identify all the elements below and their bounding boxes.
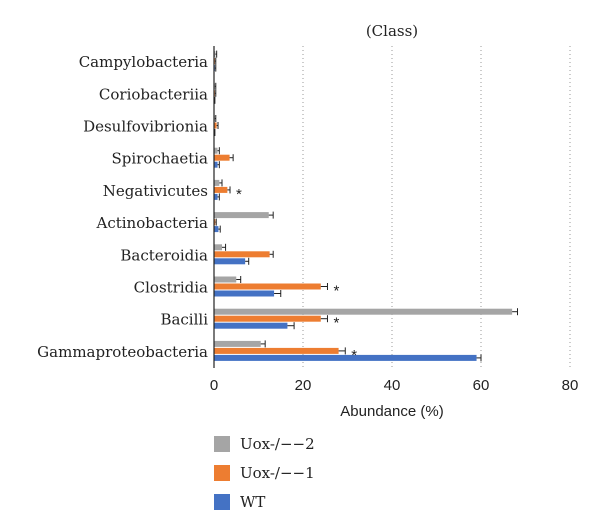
significance-marker: * (236, 186, 242, 203)
legend-label: Uox-/−−2 (240, 435, 315, 453)
x-tick-label: 20 (295, 377, 312, 394)
axes: 0 20 40 60 80 Campylobacteria Coriobacteriia De… (37, 46, 578, 394)
category-label: Desulfovibrionia (83, 118, 208, 136)
bar-uox-1-bacteroidia (214, 251, 270, 258)
bars: * * * * (214, 50, 518, 364)
bar-uox-2-gammaproteobacteria (214, 340, 261, 347)
bar-wt-gammaproteobacteria (214, 354, 477, 361)
gridlines (302, 46, 571, 368)
x-axis-title: Abundance (%) (340, 403, 443, 420)
bar-uox-2-campylobacteria (214, 51, 216, 58)
category-label: Spirochaetia (111, 150, 208, 168)
category-label: Actinobacteria (95, 214, 208, 232)
bar-wt-bacilli (214, 322, 288, 329)
bar-wt-actinobacteria (214, 226, 219, 233)
bar-wt-spirochaetia (214, 161, 218, 168)
category-label: Bacilli (160, 311, 208, 329)
bar-wt-bacteroidia (214, 258, 246, 265)
legend-swatch (214, 494, 230, 510)
bar-uox-2-actinobacteria (214, 212, 269, 219)
bar-uox-1-gammaproteobacteria (214, 347, 339, 354)
chart-title: (Class) (366, 22, 418, 40)
legend-swatch (214, 465, 230, 481)
bar-uox-2-bacteroidia (214, 244, 223, 251)
legend-label: WT (240, 493, 265, 511)
bar-uox-1-clostridia (214, 283, 321, 290)
bar-uox-2-spirochaetia (214, 147, 218, 154)
bar-uox-2-clostridia (214, 276, 237, 283)
bar-wt-clostridia (214, 290, 275, 297)
x-tick-label: 40 (384, 377, 401, 394)
legend-label: Uox-/−−1 (240, 464, 315, 482)
bar-uox-1-actinobacteria (214, 219, 216, 226)
bar-uox-1-negativicutes (214, 186, 228, 193)
x-tick-label: 0 (210, 377, 218, 394)
significance-marker: * (333, 315, 339, 332)
bar-uox-2-bacilli (214, 308, 513, 315)
legend: Uox-/−−2 Uox-/−−1 WT (214, 435, 315, 511)
category-label: Bacteroidia (120, 246, 208, 264)
bar-uox-1-bacilli (214, 315, 321, 322)
category-label: Gammaproteobacteria (37, 343, 208, 361)
category-label: Campylobacteria (79, 53, 208, 71)
bar-uox-2-negativicutes (214, 179, 220, 186)
legend-swatch (214, 436, 230, 452)
significance-marker: * (333, 283, 339, 300)
category-label: Negativicutes (103, 182, 208, 200)
x-tick-label: 60 (473, 377, 490, 394)
x-tick-label: 80 (562, 377, 579, 394)
bar-wt-negativicutes (214, 193, 218, 200)
significance-marker: * (351, 347, 357, 364)
category-label: Clostridia (134, 279, 208, 297)
bar-uox-1-desulfovibrionia (214, 122, 217, 129)
bar-uox-1-spirochaetia (214, 154, 230, 161)
category-label: Coriobacteriia (99, 85, 208, 103)
